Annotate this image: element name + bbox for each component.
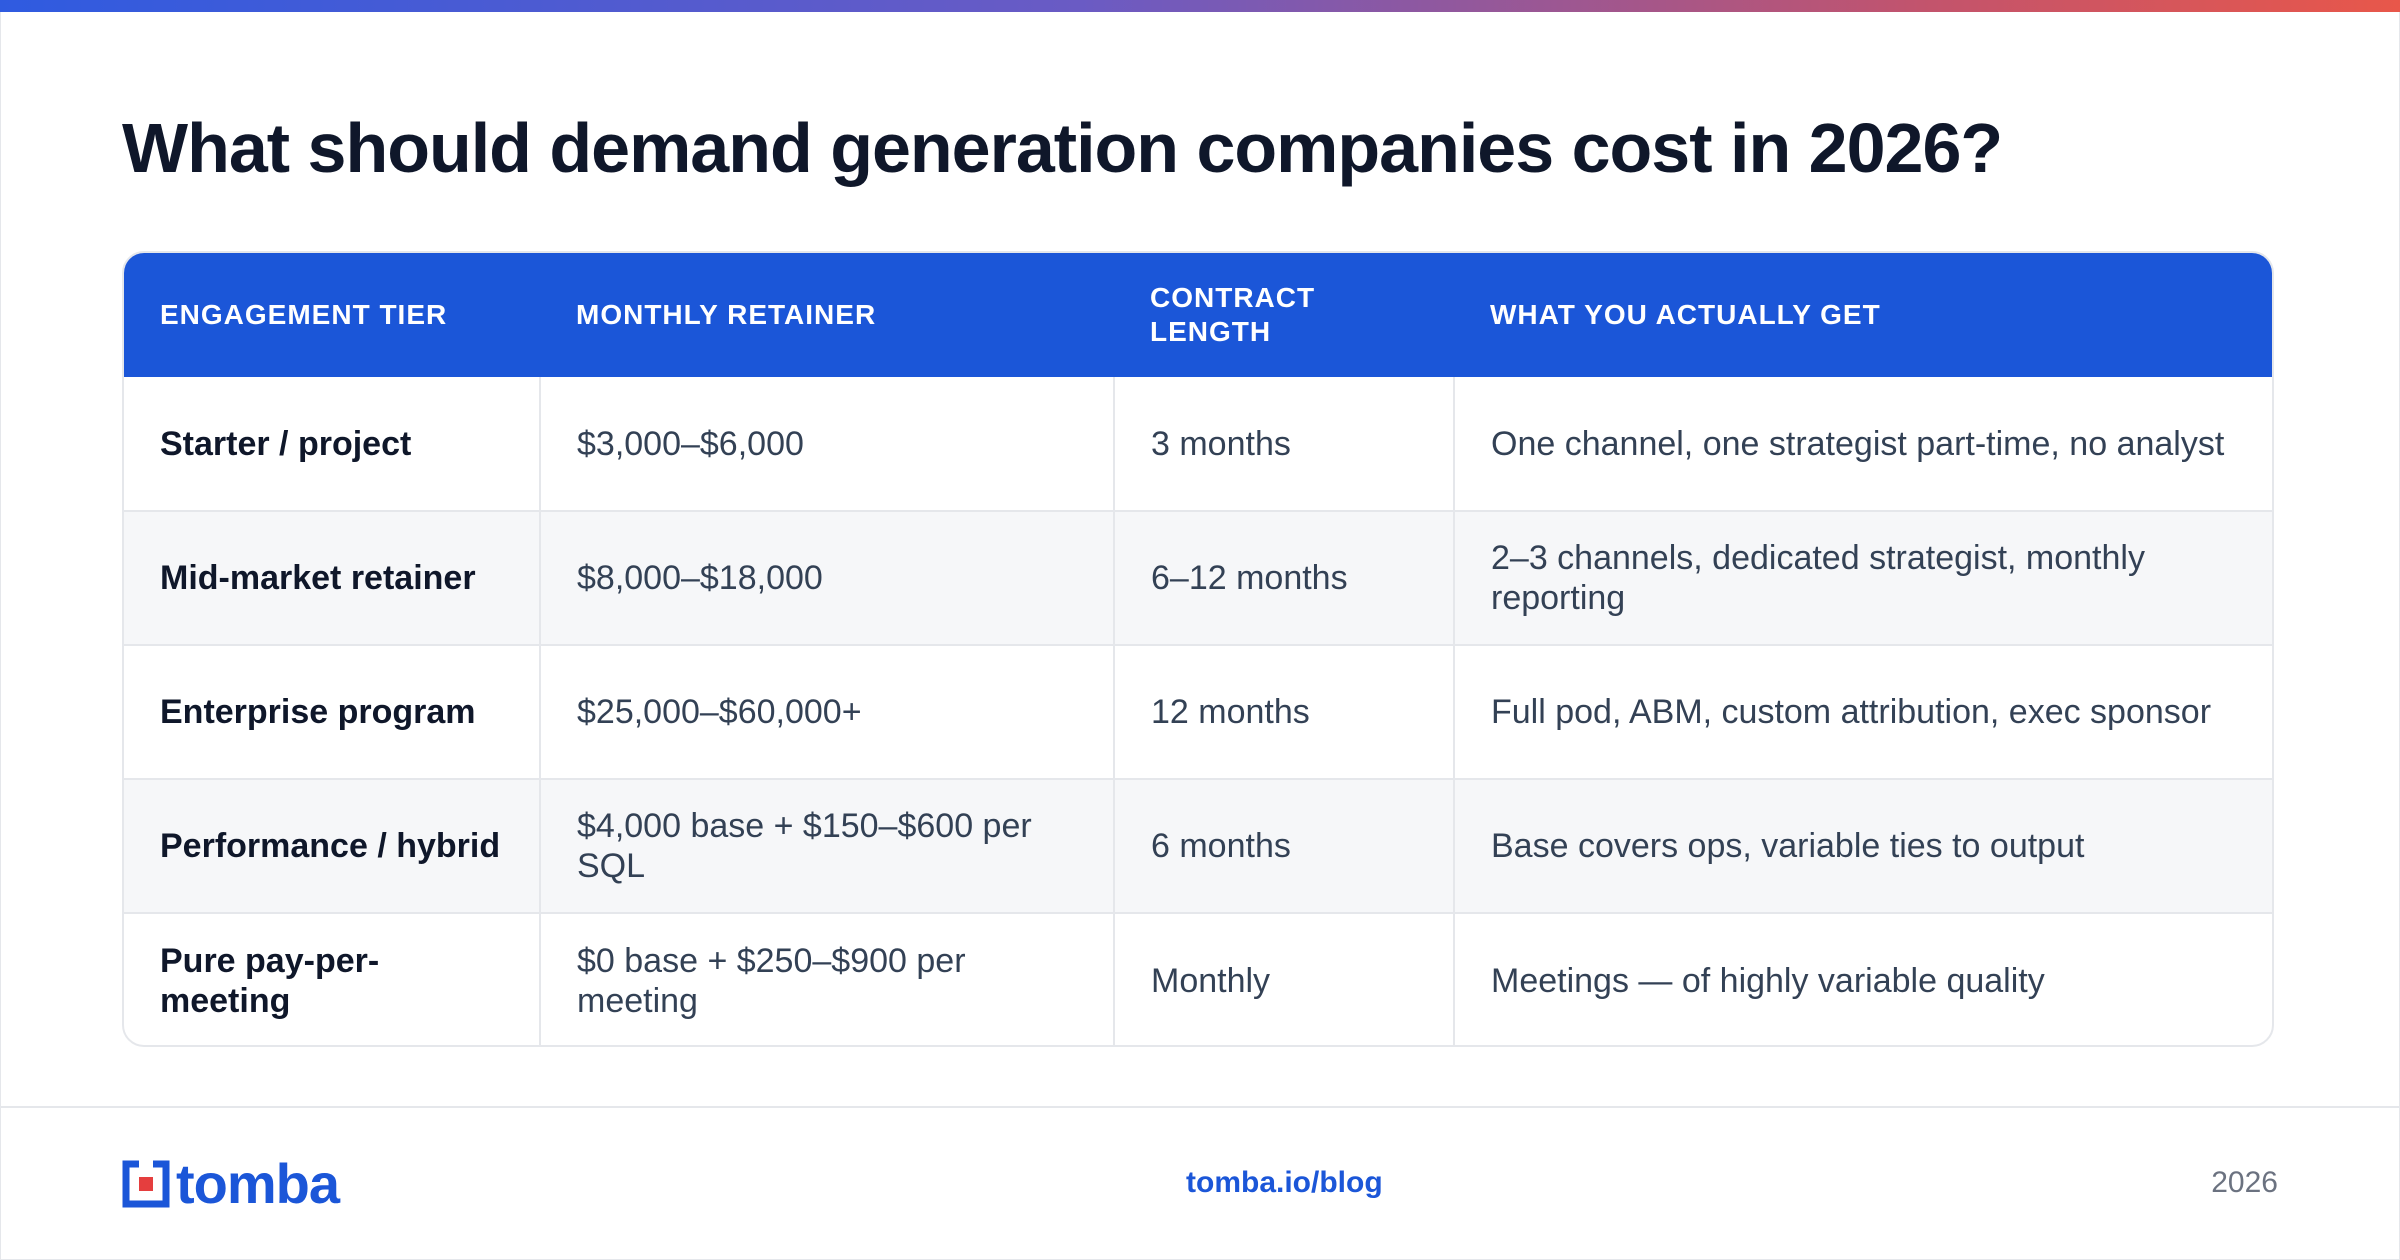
contract-length-cell: 6 months (1113, 778, 1454, 913)
logo-wordmark: tomba (176, 1152, 340, 1215)
header-what-you-get: WHAT YOU ACTUALLY GET (1490, 299, 1881, 330)
contract-length-cell: Monthly (1113, 912, 1454, 1045)
retainer-cell: $3,000–$6,000 (539, 377, 1114, 511)
tomba-logo[interactable]: tomba (122, 1152, 340, 1215)
table-header-row: ENGAGEMENT TIER MONTHLY RETAINER CONTRAC… (124, 253, 2272, 377)
contract-length-cell: 3 months (1113, 377, 1454, 511)
tier-cell: Mid-market retainer (124, 510, 540, 645)
tier-cell: Performance / hybrid (124, 778, 540, 913)
deliverables-cell: 2–3 channels, dedicated strategist, mont… (1453, 510, 2272, 645)
tier-cell: Pure pay-per-meeting (124, 912, 540, 1045)
header-monthly-retainer: MONTHLY RETAINER (576, 299, 877, 330)
table-row: Starter / project $3,000–$6,000 3 months… (124, 377, 2272, 511)
footer-url-link[interactable]: tomba.io/blog (1186, 1166, 1383, 1199)
deliverables-cell: One channel, one strategist part-time, n… (1453, 377, 2272, 511)
tier-cell: Enterprise program (124, 644, 540, 779)
deliverables-cell: Base covers ops, variable ties to output (1453, 778, 2272, 913)
retainer-cell: $8,000–$18,000 (539, 510, 1114, 645)
pricing-table: ENGAGEMENT TIER MONTHLY RETAINER CONTRAC… (122, 251, 2274, 1047)
table-row: Mid-market retainer $8,000–$18,000 6–12 … (124, 510, 2272, 645)
footer-divider (0, 1106, 2400, 1108)
retainer-cell: $0 base + $250–$900 per meeting (539, 912, 1114, 1045)
retainer-cell: $25,000–$60,000+ (539, 644, 1114, 779)
deliverables-cell: Full pod, ABM, custom attribution, exec … (1453, 644, 2272, 779)
tomba-logo-icon (122, 1160, 170, 1208)
table-row: Enterprise program $25,000–$60,000+ 12 m… (124, 644, 2272, 779)
gradient-accent-bar (0, 0, 2400, 12)
page-title: What should demand generation companies … (122, 109, 2003, 187)
table-row: Pure pay-per-meeting $0 base + $250–$900… (124, 912, 2272, 1045)
tier-cell: Starter / project (160, 424, 412, 463)
footer-year: 2026 (2211, 1166, 2278, 1199)
contract-length-cell: 12 months (1113, 644, 1454, 779)
contract-length-cell: 6–12 months (1113, 510, 1454, 645)
header-contract-length: CONTRACT LENGTH (1150, 282, 1316, 347)
retainer-cell: $4,000 base + $150–$600 per SQL (539, 778, 1114, 913)
header-engagement-tier: ENGAGEMENT TIER (160, 299, 448, 330)
table-row: Performance / hybrid $4,000 base + $150–… (124, 778, 2272, 913)
deliverables-cell: Meetings — of highly variable quality (1453, 912, 2272, 1045)
